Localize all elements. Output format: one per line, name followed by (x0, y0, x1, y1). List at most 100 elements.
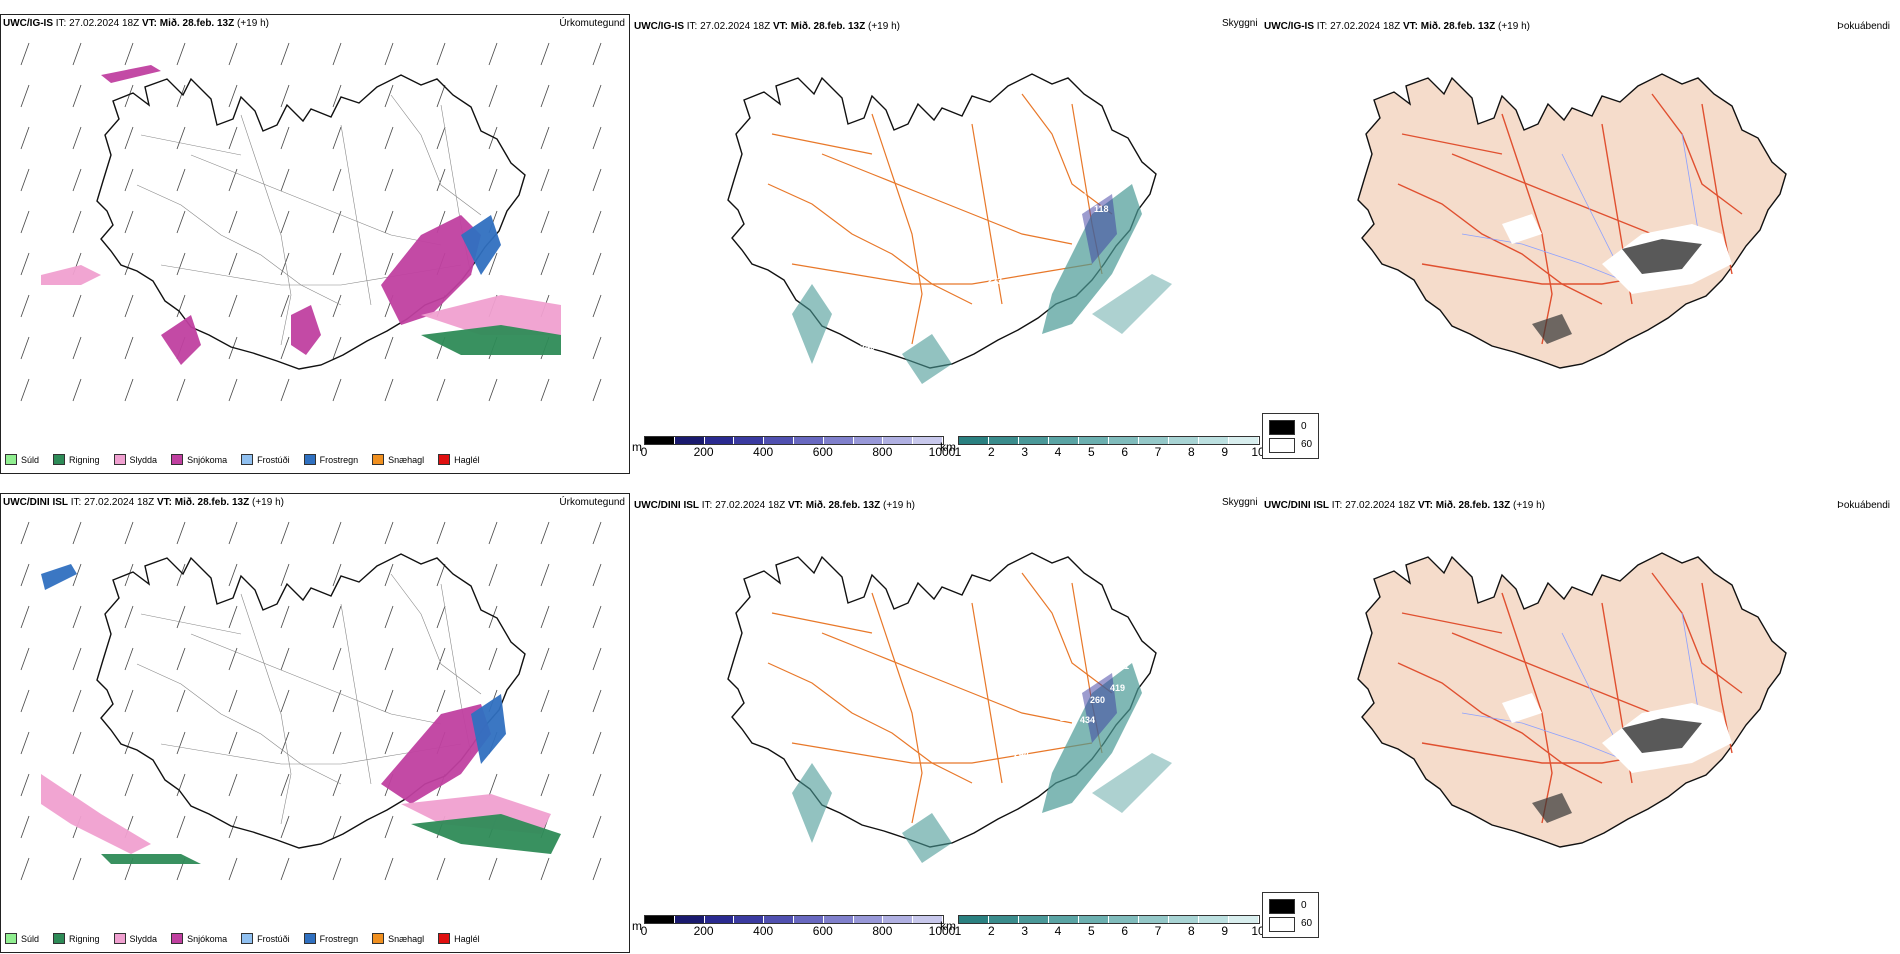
wind-barb (124, 563, 134, 587)
precip-legend-item: Haglél (438, 454, 480, 465)
low-ceiling-area (1082, 673, 1117, 743)
ceiling-value-label: 104 (832, 346, 847, 356)
scale-color-cell (959, 916, 989, 923)
scale-tick-label: 400 (753, 924, 774, 938)
wind-barb (540, 605, 550, 629)
visibility-scale-bottom: km 1 2 3 4 5 6 7 8 9 10 (940, 915, 1265, 938)
iceland-coastline (1357, 73, 1787, 369)
scale-unit: km (940, 919, 956, 933)
wind-barb (20, 773, 30, 797)
legend-swatch (113, 933, 126, 944)
wind-barb (436, 521, 446, 545)
wind-barb (592, 857, 602, 881)
precip-legend: Súld Rigning Slydda Snjókoma Frostúði Frostre… (5, 454, 480, 465)
legend-label: Snæhagl (388, 454, 425, 465)
scale-tick-label: 600 (812, 924, 833, 938)
wind-barb (488, 773, 498, 797)
wind-barb (20, 731, 30, 755)
wind-barb (20, 294, 30, 318)
low-ceiling-area (1082, 194, 1117, 264)
scale-color-cell (883, 437, 914, 444)
legend-swatch (113, 454, 126, 465)
wind-barb (488, 252, 498, 276)
fog-indicator-area (1622, 239, 1702, 274)
wind-barb (176, 731, 186, 755)
legend-swatch (372, 933, 385, 944)
precip-legend-item: Snjókoma (171, 933, 227, 944)
wind-barb (540, 689, 550, 713)
ceiling-color-strip (644, 915, 944, 924)
scale-tick-label: 0 (640, 924, 648, 938)
wind-barb (592, 336, 602, 360)
wind-barb (332, 647, 342, 671)
panel-header: UWC/DINI ISL IT: 27.02.2024 18Z VT: Mið.… (3, 497, 284, 508)
precip-legend-item: Súld (5, 933, 39, 944)
ceiling-value-label: 601 (1114, 661, 1129, 671)
ceiling-value-label: 90 (876, 845, 886, 855)
road-line (340, 124, 372, 306)
iceland-land (1357, 73, 1787, 369)
scale-tick-label: 1 (954, 445, 962, 459)
wind-barb (332, 815, 342, 839)
iceland-coastline (1357, 552, 1787, 848)
legend-label: Snæhagl (388, 933, 425, 944)
road-line (1397, 662, 1603, 784)
wind-barb (280, 42, 290, 66)
scale-tick-label: 400 (753, 445, 774, 459)
scale-tick-label: 1000 (928, 445, 956, 459)
wind-barb (176, 126, 186, 150)
wind-barb (20, 521, 30, 545)
wind-barb (20, 168, 30, 192)
wind-barb (228, 605, 238, 629)
road-line (791, 742, 1093, 764)
wind-barb (228, 563, 238, 587)
wind-barb (332, 857, 342, 881)
river-line (1561, 632, 1623, 754)
road-line (390, 94, 482, 216)
wind-barb (332, 563, 342, 587)
wind-barb (124, 731, 134, 755)
precip-type-panel-bottom: UWC/DINI ISL IT: 27.02.2024 18Z VT: Mið.… (0, 493, 630, 953)
scale-tick-label: 4 (1054, 924, 1062, 938)
road-line (240, 114, 292, 346)
visibility-scale-top: km 1 2 3 4 5 6 7 8 9 10 (940, 436, 1265, 459)
wind-barb (72, 521, 82, 545)
wind-barb (332, 126, 342, 150)
wind-barb (280, 336, 290, 360)
wind-barb (332, 773, 342, 797)
wind-barb (124, 42, 134, 66)
road-line (390, 573, 482, 695)
wind-barb (280, 252, 290, 276)
wind-barb (20, 857, 30, 881)
panel-title: Úrkomutegund (559, 497, 625, 508)
wind-barb (280, 731, 290, 755)
road-line (1651, 572, 1743, 694)
wind-barb (332, 168, 342, 192)
wind-barb (592, 84, 602, 108)
wind-barb (124, 168, 134, 192)
ceiling-scale-bottom: m 0 200 400 600 800 1000 (632, 915, 955, 938)
wind-barb (72, 857, 82, 881)
ceiling-value-label: 122 (912, 675, 927, 685)
precip-legend-item: Frostregn (303, 933, 358, 944)
wind-barb (20, 252, 30, 276)
wind-barb (280, 168, 290, 192)
wind-barb (228, 126, 238, 150)
wind-barb (228, 857, 238, 881)
panel-header: UWC/IG-IS IT: 27.02.2024 18Z VT: Mið. 28… (3, 18, 269, 29)
wind-barb (72, 42, 82, 66)
road-line (871, 592, 923, 824)
wind-barb (540, 126, 550, 150)
road-line (1401, 133, 1503, 155)
scale-tick-label: 9 (1221, 924, 1228, 938)
legend-swatch (303, 933, 316, 944)
scale-tick-label: 3 (1021, 924, 1028, 938)
iceland-land (1357, 552, 1787, 848)
ceiling-value-label: 145 (1072, 192, 1087, 202)
scale-tick-label: 6 (1121, 924, 1128, 938)
wind-barb (332, 336, 342, 360)
wind-barb (384, 731, 394, 755)
legend-swatch (5, 454, 17, 465)
wind-barb (592, 815, 602, 839)
